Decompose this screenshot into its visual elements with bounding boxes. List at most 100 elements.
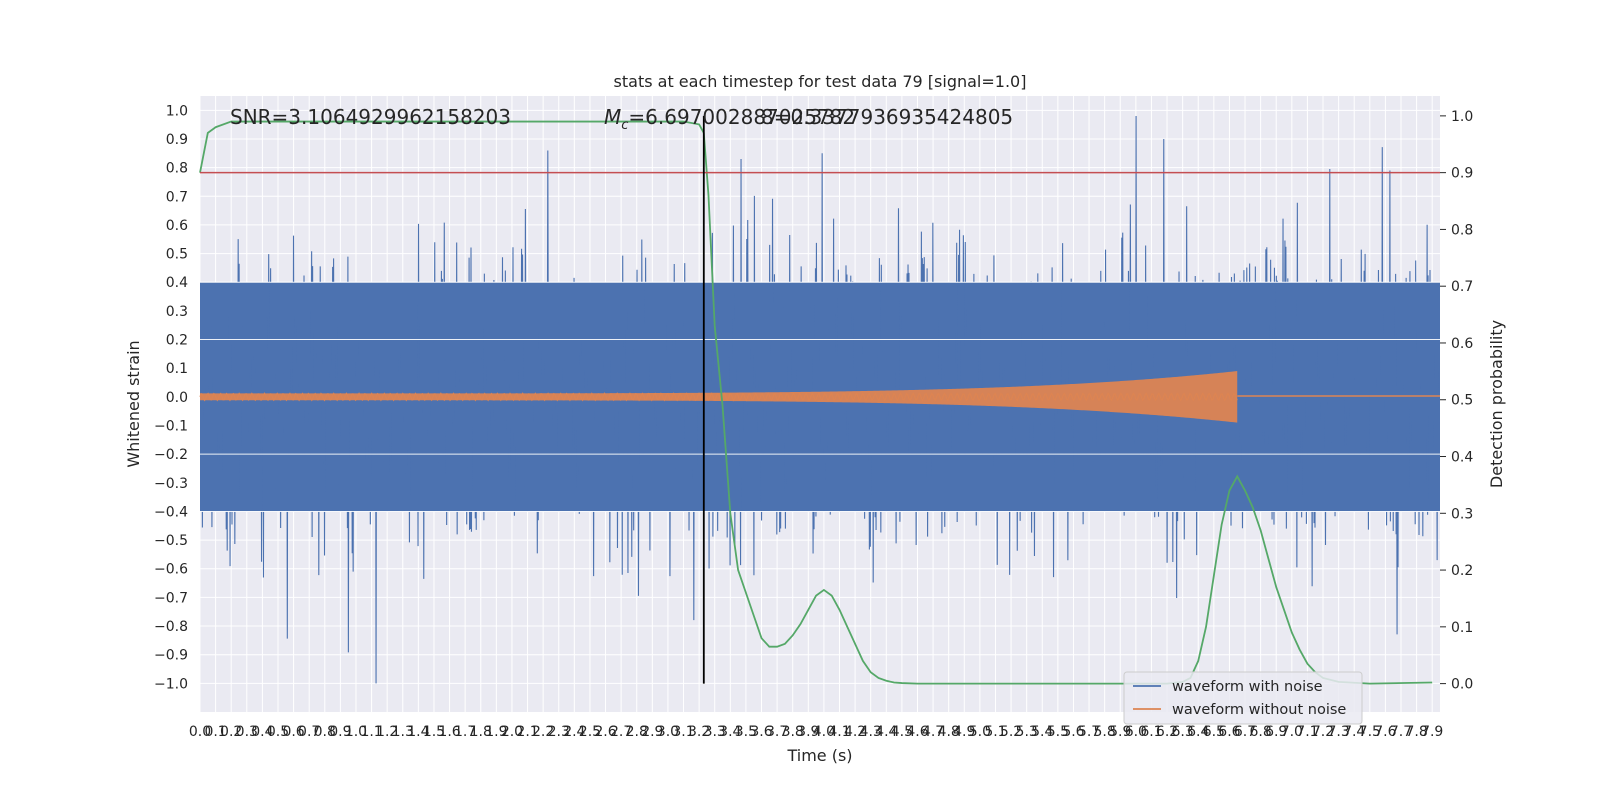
- y-right-tick-label: 0.0: [1451, 677, 1473, 693]
- x-tick-label: 4.2: [844, 724, 866, 740]
- chirp-envelope: [200, 371, 1238, 423]
- y-right-tick-label: 1.0: [1451, 109, 1473, 125]
- x-tick-label: 1.8: [470, 724, 492, 740]
- y-left-tick-label: 0.6: [166, 218, 188, 234]
- y-right-tick-label: 0.6: [1451, 336, 1473, 352]
- y-right-tick-label: 0.7: [1451, 279, 1473, 295]
- x-tick-label: 3.1: [672, 724, 694, 740]
- x-tick-label: 2.6: [594, 724, 616, 740]
- y-left-tick-label: 0.0: [166, 390, 188, 406]
- x-tick-label: 0.8: [314, 724, 336, 740]
- x-tick-label: 7.4: [1343, 724, 1365, 740]
- y-right-tick-label: 0.5: [1451, 393, 1473, 409]
- y-axis-left-ticks: −1.0 −0.9 −0.8 −0.7 −0.6 −0.5 −0.4 −0.3 −0.2 −0.1…: [154, 103, 188, 692]
- x-tick-label: 0.0: [189, 724, 211, 740]
- y-left-tick-label: 0.2: [166, 333, 188, 349]
- x-tick-label: 4.7: [922, 724, 944, 740]
- chart-title: stats at each timestep for test data 79 …: [614, 72, 1027, 91]
- x-tick-label: 0.9: [329, 724, 351, 740]
- x-tick-label: 2.2: [532, 724, 554, 740]
- x-tick-label: 1.5: [423, 724, 445, 740]
- x-tick-label: 7.8: [1405, 724, 1427, 740]
- x-tick-label: 6.5: [1203, 724, 1225, 740]
- y-left-tick-label: −0.9: [154, 648, 188, 664]
- x-tick-label: 2.9: [641, 724, 663, 740]
- x-tick-label: 7.5: [1359, 724, 1381, 740]
- x-tick-label: 7.6: [1374, 724, 1396, 740]
- chirp-oscillation: [199, 392, 1238, 402]
- x-tick-label: 6.2: [1156, 724, 1178, 740]
- x-tick-label: 3.9: [797, 724, 819, 740]
- y-left-tick-label: −0.8: [154, 619, 188, 635]
- x-tick-label: 5.5: [1047, 724, 1069, 740]
- x-tick-label: 5.0: [969, 724, 991, 740]
- x-tick-label: 2.4: [563, 724, 585, 740]
- x-tick-label: 4.0: [813, 724, 835, 740]
- x-tick-label: 5.8: [1094, 724, 1116, 740]
- x-tick-label: 5.6: [1062, 724, 1084, 740]
- x-tick-label: 7.2: [1312, 724, 1334, 740]
- y-left-tick-label: 0.7: [166, 189, 188, 205]
- legend-entry-clean: waveform without noise: [1172, 702, 1346, 718]
- x-tick-label: 0.2: [220, 724, 242, 740]
- x-tick-label: 0.7: [298, 724, 320, 740]
- x-tick-label: 0.1: [204, 724, 226, 740]
- x-tick-label: 4.3: [860, 724, 882, 740]
- x-tick-label: 6.8: [1249, 724, 1271, 740]
- x-tick-label: 0.6: [282, 724, 304, 740]
- y-left-tick-label: −0.7: [154, 590, 188, 606]
- x-tick-label: 2.1: [516, 724, 538, 740]
- y-left-tick-label: 0.9: [166, 132, 188, 148]
- x-tick-label: 3.8: [782, 724, 804, 740]
- annotation-overlap: 8=0.3377936935424805: [761, 105, 1013, 129]
- x-tick-label: 3.4: [719, 724, 741, 740]
- x-tick-label: 5.2: [1000, 724, 1022, 740]
- legend-entry-noise: waveform with noise: [1172, 679, 1323, 695]
- series-detection-probability: [199, 120, 1433, 685]
- y-axis-right-label: Detection probability: [1487, 320, 1506, 488]
- y-left-tick-label: −1.0: [154, 676, 188, 692]
- x-tick-label: 2.5: [579, 724, 601, 740]
- x-axis-ticks: 0.00.10.20.30.40.50.60.70.80.91.01.11.21…: [189, 724, 1443, 740]
- x-tick-label: 1.2: [376, 724, 398, 740]
- markers: [200, 115, 1440, 684]
- y-left-tick-label: −0.6: [154, 562, 188, 578]
- x-tick-label: 6.0: [1125, 724, 1147, 740]
- legend-frame: [1123, 671, 1363, 725]
- x-tick-label: 3.6: [750, 724, 772, 740]
- annotation-chirp-mass: Mc=6.697002887025782: [604, 105, 855, 133]
- x-tick-label: 6.9: [1265, 724, 1287, 740]
- x-tick-label: 0.3: [236, 724, 258, 740]
- y-left-tick-label: 0.8: [166, 161, 188, 177]
- x-tick-label: 4.8: [938, 724, 960, 740]
- x-tick-label: 3.0: [657, 724, 679, 740]
- x-tick-label: 4.1: [828, 724, 850, 740]
- x-tick-label: 5.9: [1109, 724, 1131, 740]
- x-tick-label: 5.1: [984, 724, 1006, 740]
- y-left-tick-label: −0.2: [154, 447, 188, 463]
- annotation-snr: SNR=3.1064929962158203: [230, 105, 511, 129]
- y-right-tick-label: 0.2: [1451, 563, 1473, 579]
- x-tick-label: 0.4: [251, 724, 273, 740]
- x-tick-label: 4.5: [891, 724, 913, 740]
- y-left-tick-label: 1.0: [166, 103, 188, 119]
- x-tick-label: 7.7: [1390, 724, 1412, 740]
- y-left-tick-label: 0.4: [166, 275, 188, 291]
- x-tick-label: 3.3: [704, 724, 726, 740]
- x-tick-label: 7.1: [1296, 724, 1318, 740]
- x-tick-label: 4.9: [953, 724, 975, 740]
- y-axis-right-ticks: 0.0 0.1 0.2 0.3 0.4 0.5 0.6 0.7 0.8 0.9 1.0: [1440, 109, 1473, 693]
- x-tick-label: 6.6: [1218, 724, 1240, 740]
- y-right-tick-label: 0.9: [1451, 166, 1473, 182]
- x-tick-label: 4.4: [875, 724, 897, 740]
- x-tick-label: 1.7: [454, 724, 476, 740]
- annotation-mc-symbol: M: [604, 105, 621, 129]
- x-tick-label: 1.1: [360, 724, 382, 740]
- y-left-tick-label: −0.1: [154, 418, 188, 434]
- x-tick-label: 2.0: [501, 724, 523, 740]
- series-waveform-without-noise: [199, 371, 1440, 423]
- x-axis-label: Time (s): [786, 746, 852, 765]
- y-left-tick-label: 0.1: [166, 361, 188, 377]
- x-tick-label: 6.4: [1187, 724, 1209, 740]
